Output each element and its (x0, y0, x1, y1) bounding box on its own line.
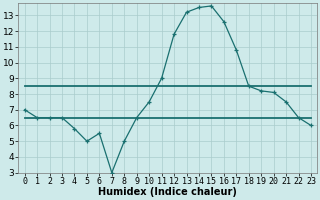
X-axis label: Humidex (Indice chaleur): Humidex (Indice chaleur) (98, 187, 237, 197)
